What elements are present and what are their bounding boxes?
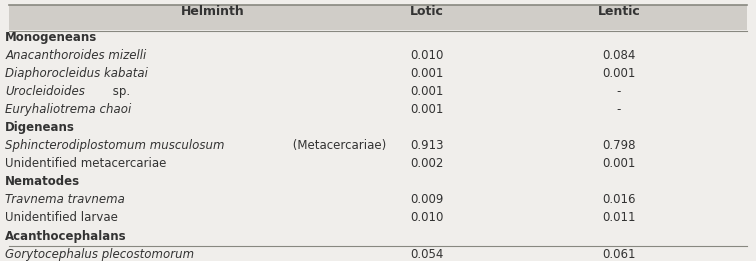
Text: Monogeneans: Monogeneans: [5, 31, 98, 44]
Text: Helminth: Helminth: [181, 5, 244, 18]
Text: Anacanthoroides mizelli: Anacanthoroides mizelli: [5, 49, 147, 62]
Text: Gorytocephalus plecostomorum: Gorytocephalus plecostomorum: [5, 248, 194, 260]
Text: -: -: [617, 103, 621, 116]
Text: -: -: [617, 85, 621, 98]
Text: 0.913: 0.913: [411, 139, 444, 152]
Text: 0.001: 0.001: [603, 157, 636, 170]
Text: 0.001: 0.001: [603, 67, 636, 80]
Text: Unidentified metacercariae: Unidentified metacercariae: [5, 157, 166, 170]
Text: (Metacercariae): (Metacercariae): [289, 139, 386, 152]
Text: 0.798: 0.798: [603, 139, 636, 152]
Text: Lotic: Lotic: [410, 5, 444, 18]
Text: 0.061: 0.061: [603, 248, 636, 260]
Text: 0.002: 0.002: [411, 157, 444, 170]
Text: 0.010: 0.010: [411, 211, 444, 224]
Text: sp.: sp.: [110, 85, 131, 98]
Text: Digeneans: Digeneans: [5, 121, 75, 134]
Text: 0.001: 0.001: [411, 103, 444, 116]
Text: 0.001: 0.001: [411, 67, 444, 80]
Text: Nematodes: Nematodes: [5, 175, 80, 188]
Text: Urocleidoides: Urocleidoides: [5, 85, 85, 98]
Text: Unidentified larvae: Unidentified larvae: [5, 211, 118, 224]
Text: 0.009: 0.009: [411, 193, 444, 206]
Text: 0.084: 0.084: [603, 49, 636, 62]
FancyBboxPatch shape: [9, 5, 747, 30]
Text: 0.001: 0.001: [411, 85, 444, 98]
Text: 0.016: 0.016: [603, 193, 636, 206]
Text: 0.011: 0.011: [603, 211, 636, 224]
Text: Lentic: Lentic: [598, 5, 640, 18]
Text: Sphincterodiplostomum musculosum: Sphincterodiplostomum musculosum: [5, 139, 225, 152]
Text: Acanthocephalans: Acanthocephalans: [5, 229, 127, 242]
Text: Euryhaliotrema chaoi: Euryhaliotrema chaoi: [5, 103, 132, 116]
Text: 0.054: 0.054: [411, 248, 444, 260]
Text: 0.010: 0.010: [411, 49, 444, 62]
Text: Diaphorocleidus kabatai: Diaphorocleidus kabatai: [5, 67, 148, 80]
Text: Travnema travnema: Travnema travnema: [5, 193, 125, 206]
